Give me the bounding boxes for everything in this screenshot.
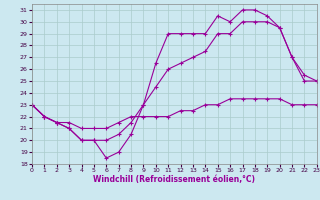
X-axis label: Windchill (Refroidissement éolien,°C): Windchill (Refroidissement éolien,°C) bbox=[93, 175, 255, 184]
